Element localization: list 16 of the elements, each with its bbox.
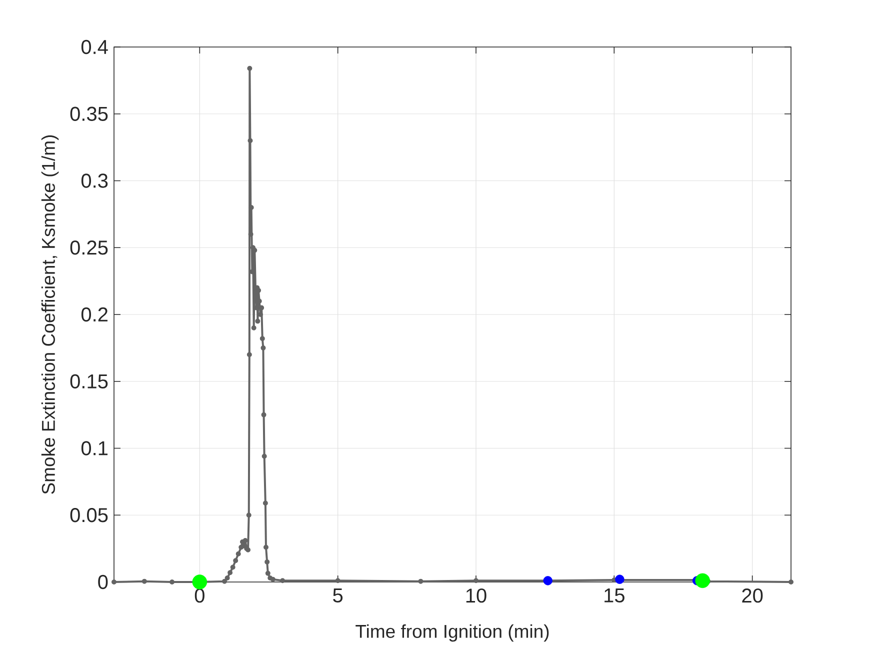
y-tick-label: 0.1 (81, 441, 108, 456)
x-axis-title: Time from Ignition (min) (356, 624, 549, 642)
y-tick-label: 0.15 (70, 374, 108, 388)
x-tick-label: 15 (604, 588, 624, 602)
y-tick-label: 0.3 (81, 174, 108, 188)
y-tick-label: 0.2 (81, 307, 108, 322)
y-axis-title: Smoke Extinction Coefficient, Ksmoke (1/m) (41, 135, 59, 494)
y-tick-label: 0.05 (70, 508, 108, 522)
y-tick-label: 0.35 (70, 106, 108, 121)
x-tick-label: 5 (333, 588, 343, 602)
x-tick-label: 20 (742, 588, 763, 603)
y-tick-label: 0.25 (70, 240, 108, 255)
x-tick-label: 0 (194, 588, 204, 603)
x-tick-label: 10 (466, 588, 486, 603)
y-tick-label: 0.4 (81, 40, 108, 54)
y-tick-label: 0 (98, 574, 108, 590)
